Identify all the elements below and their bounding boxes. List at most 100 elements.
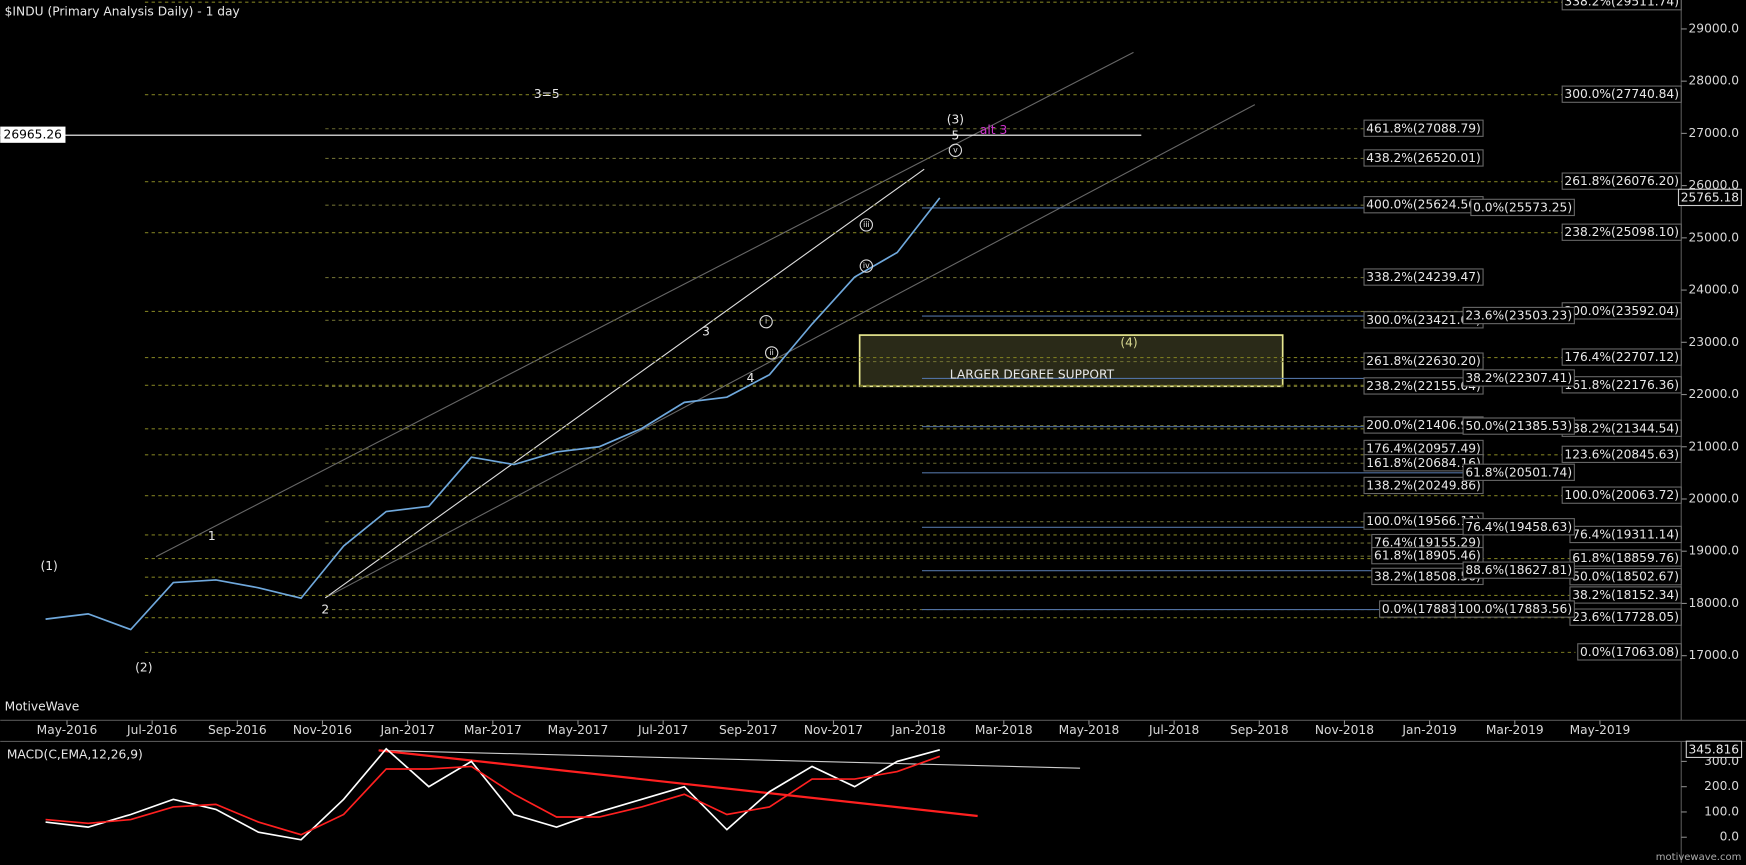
fib-level-label: 238.2%(25098.10) (1564, 225, 1679, 239)
wave-circle (765, 346, 779, 360)
fib-level-label: 61.8%(20501.74) (1465, 465, 1572, 479)
y-tick-label: 26000.0 (1689, 178, 1740, 192)
fib-level-label: 176.4%(22707.12) (1564, 350, 1679, 364)
y-tick-label: 28000.0 (1689, 74, 1740, 88)
fib-level-label-box (1561, 223, 1682, 241)
x-tick-label: Jan-2018 (890, 723, 945, 737)
fib-level-label: 61.8%(18905.46) (1374, 549, 1481, 563)
fib-level-label: 23.6%(17728.05) (1572, 610, 1679, 624)
macd-y-tick-label: 0.0 (1720, 830, 1739, 844)
fib-level-label: 100.0%(19566.11) (1366, 514, 1481, 528)
x-tick-label: Nov-2017 (804, 723, 863, 737)
y-tick-label: 25000.0 (1689, 230, 1740, 244)
watermark: MotiveWave (5, 699, 80, 713)
annotation: (3) (947, 113, 964, 127)
fib-level-label-box (1454, 600, 1575, 618)
fib-level-label-box (1561, 486, 1682, 504)
fib-level-label: 161.8%(22176.36) (1564, 378, 1679, 392)
fib-level-label: 0.0%(25573.25) (1473, 200, 1572, 214)
x-tick-label: Jan-2019 (1401, 723, 1456, 737)
fib-level-label: 461.8%(27088.79) (1366, 121, 1481, 135)
annotation: 1 (208, 529, 216, 543)
x-tick-label: Jan-2017 (379, 723, 434, 737)
fib-level-label-box (1363, 454, 1484, 472)
fib-level-label-box (1462, 463, 1575, 481)
annotation: ii (770, 348, 774, 357)
annotation: 4 (747, 371, 755, 385)
y-tick-label: 24000.0 (1689, 283, 1740, 297)
last-price-label: 25765.18 (1681, 190, 1739, 204)
fib-level-label-box (1363, 352, 1484, 370)
macd-y-tick-label: 100.0 (1704, 804, 1739, 818)
fib-level-label-box (1561, 85, 1682, 103)
fib-level-label-box (1462, 561, 1575, 579)
fib-level-label: 50.0%(18502.67) (1572, 570, 1679, 584)
fib-level-label: 38.2%(22307.41) (1465, 371, 1572, 385)
macd-line (45, 747, 941, 841)
fib-level-label: 238.2%(22155.04) (1366, 379, 1481, 393)
fib-level-label: 338.2%(29511.74) (1564, 0, 1679, 9)
x-tick-label: Jul-2016 (126, 723, 178, 737)
fib-level-label: 138.2%(21344.54) (1564, 421, 1679, 435)
annotation: i (765, 317, 767, 326)
x-tick-label: May-2019 (1570, 723, 1631, 737)
price-line (45, 197, 941, 631)
wave-circle (948, 143, 963, 157)
fib-level-label-box (1470, 198, 1575, 217)
y-tick-label: 22000.0 (1689, 387, 1740, 401)
fib-level-label-box (1561, 172, 1682, 190)
y-tick-label: 21000.0 (1689, 439, 1740, 453)
last-price-label-box (1677, 188, 1742, 207)
fib-level-label: 88.6%(18627.81) (1465, 563, 1572, 577)
wave-circle (859, 259, 873, 273)
fib-level-label-box (1462, 369, 1575, 387)
fib-level-label-box (1561, 348, 1682, 366)
macd-line (45, 755, 941, 836)
fib-level-label-box (1462, 417, 1575, 435)
y-tick-label: 27000.0 (1689, 126, 1740, 140)
annotation: 5 (951, 128, 959, 142)
y-tick-label: 20000.0 (1689, 491, 1740, 505)
x-tick-label: May-2018 (1059, 723, 1120, 737)
x-tick-label: Jul-2018 (1148, 723, 1199, 737)
fib-level-label: 50.0%(21385.53) (1465, 419, 1572, 433)
channel-line (324, 168, 925, 599)
x-tick-label: Mar-2017 (464, 723, 522, 737)
x-tick-label: Sep-2016 (208, 723, 267, 737)
x-tick-label: Jul-2017 (637, 723, 688, 737)
annotation: iv (863, 261, 870, 270)
annotation: iii (863, 220, 870, 229)
x-tick-label: Mar-2019 (1486, 723, 1544, 737)
y-tick-label: 19000.0 (1689, 544, 1740, 558)
footer: motivewave.com (1656, 852, 1742, 863)
fib-level-label: 200.0%(23592.04) (1564, 304, 1679, 318)
fib-level-label: 76.4%(19458.63) (1465, 520, 1572, 534)
x-tick-label: May-2017 (548, 723, 609, 737)
fib-level-label-box (1363, 476, 1484, 495)
y-tick-label: 17000.0 (1689, 648, 1740, 662)
annotation: v (953, 145, 958, 154)
x-tick-label: Mar-2018 (975, 723, 1033, 737)
fib-level-label: 438.2%(26520.01) (1366, 151, 1481, 165)
fib-level-label: 176.4%(20957.49) (1366, 441, 1481, 455)
fib-level-label: 76.4%(19155.29) (1374, 536, 1481, 550)
y-tick-label: 29000.0 (1689, 21, 1740, 35)
fib-level-label: 100.0%(20063.72) (1564, 488, 1679, 502)
annotation: (1) (41, 559, 58, 573)
chart-title: $INDU (Primary Analysis Daily) - 1 day (5, 5, 240, 19)
y-tick-label: 18000.0 (1689, 596, 1740, 610)
level-label-box (0, 126, 66, 143)
fib-level-label: 38.2%(18152.34) (1572, 588, 1679, 602)
fib-level-label-box (1569, 549, 1682, 567)
fib-level-label: 261.8%(22630.20) (1366, 354, 1481, 368)
annotation: 3=5 (534, 87, 560, 101)
trend-channels (155, 51, 1284, 818)
macd-trend-line (378, 749, 978, 818)
support-box (858, 334, 1284, 388)
fib-level-label-box (1577, 643, 1682, 661)
fib-level-label-box (1561, 0, 1682, 11)
fib-level-label: 261.8%(26076.20) (1564, 174, 1679, 188)
fib-level-label: 61.8%(18859.76) (1572, 551, 1679, 565)
fib-level-label-box (1363, 119, 1484, 137)
